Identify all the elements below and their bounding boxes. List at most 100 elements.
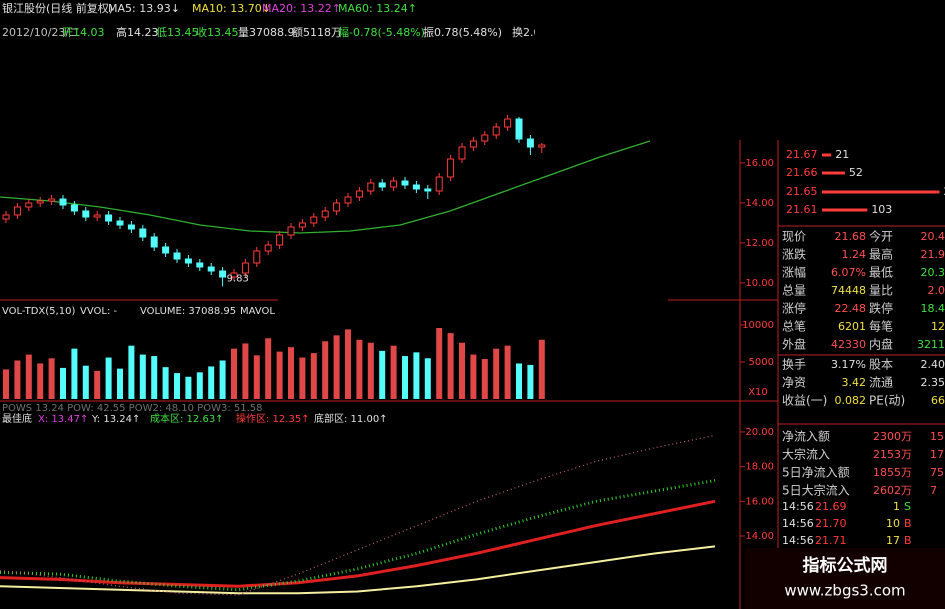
candle-body <box>504 118 512 128</box>
ma-line <box>0 140 651 234</box>
volume-bar <box>538 339 545 399</box>
volume-bar <box>447 333 454 399</box>
label: 18.4 <box>921 302 945 315</box>
candle-body <box>321 210 329 218</box>
label: 最高 <box>869 247 893 262</box>
volume-bar <box>470 354 477 399</box>
label: 21.70 <box>815 517 847 530</box>
size-bar <box>822 171 845 175</box>
candle-body <box>127 224 135 230</box>
label: 21.61 <box>786 203 818 216</box>
volume-bar <box>185 376 192 399</box>
label: 22.48 <box>835 302 867 315</box>
candle-body <box>82 210 90 218</box>
label: 14:56 <box>782 517 814 530</box>
indicator-line <box>0 499 716 588</box>
label: X10 <box>748 387 768 398</box>
candle-body <box>2 214 10 220</box>
candle-body <box>492 126 500 136</box>
candle-body <box>241 262 249 274</box>
label: 收13.45 <box>196 25 239 39</box>
label: 14.00 <box>745 198 774 209</box>
candle-body <box>219 270 227 278</box>
candle-body <box>469 140 477 148</box>
candle-body <box>139 228 147 238</box>
label: 今开 <box>869 229 893 244</box>
label: MAVOL <box>240 306 275 317</box>
candle-body <box>310 216 318 224</box>
label: 14.00 <box>745 531 774 542</box>
label: 幅-0.78(-5.48%) <box>338 26 425 39</box>
size-bar <box>822 190 940 194</box>
label: 2300万 <box>873 430 912 443</box>
volume-bar <box>459 342 465 399</box>
label: 14:56 <box>782 534 814 547</box>
label: 净流入额 <box>782 430 830 444</box>
label: 17 <box>886 534 900 547</box>
volume-bar <box>117 368 123 399</box>
volume-bar <box>310 353 317 399</box>
indicator-line <box>0 434 716 596</box>
label: VOL-TDX(5,10) <box>2 306 75 317</box>
label: 1855万 <box>873 466 912 479</box>
label: 内盘 <box>869 337 893 352</box>
label: 低13.45 <box>156 26 199 39</box>
label: 涨幅 <box>782 265 806 280</box>
label: 量比 <box>869 284 893 298</box>
label: B <box>904 534 912 547</box>
label: 16.00 <box>745 496 774 507</box>
candle-body <box>526 138 534 148</box>
candle-body <box>59 198 67 206</box>
label: 换2.0 <box>512 25 541 39</box>
label: 16.00 <box>745 158 774 169</box>
candle-body <box>162 246 170 254</box>
label: 42330 <box>831 338 866 351</box>
label: 3211 <box>917 338 945 351</box>
volume-bar <box>333 335 340 399</box>
candle-body <box>298 222 306 228</box>
label: 涨停 <box>782 301 806 316</box>
label: MA20: 13.22↑ <box>262 2 341 15</box>
label: 20.00 <box>745 427 774 438</box>
candle-body <box>481 134 489 142</box>
label: 最佳底 <box>2 412 32 425</box>
candle-body <box>538 144 546 148</box>
volume-bar <box>299 357 306 399</box>
candle-body <box>105 214 113 222</box>
indicator-line <box>0 545 716 595</box>
label: 14:56 <box>782 500 814 513</box>
candle-body <box>184 258 192 264</box>
label: 2602万 <box>873 484 912 497</box>
label: 21.66 <box>786 166 818 179</box>
label: 总笔 <box>782 319 806 334</box>
label: 1 <box>893 500 900 513</box>
volume-bar <box>253 355 260 399</box>
label: 6201 <box>838 320 866 333</box>
label: 净资 <box>782 376 806 390</box>
volume-bar <box>231 348 237 399</box>
label: 底部区: 11.00↑ <box>314 412 388 425</box>
candle-body <box>13 206 21 216</box>
label: 收益(一) <box>782 394 827 408</box>
volume-bar <box>37 363 44 399</box>
label: 9.83 <box>227 273 249 284</box>
redaction <box>535 0 945 140</box>
label: MA60: 13.24↑ <box>338 2 417 15</box>
volume-bar <box>174 373 180 399</box>
candle-body <box>150 236 158 248</box>
label: 2153万 <box>873 448 912 461</box>
label: 指标公式网 <box>803 555 888 576</box>
volume-bar <box>94 370 101 399</box>
label: 开14.03 <box>62 26 105 39</box>
candle-body <box>173 252 181 260</box>
label: 5000 <box>749 357 774 368</box>
volume-bar <box>82 365 89 399</box>
volume-bar <box>151 356 158 399</box>
size-bar <box>822 208 868 212</box>
volume-bar <box>208 366 215 399</box>
volume-bar <box>493 348 500 399</box>
label: 2.35 <box>921 376 945 389</box>
candle-body <box>412 184 420 190</box>
candle-body <box>230 272 238 278</box>
label: 18.00 <box>745 462 774 473</box>
